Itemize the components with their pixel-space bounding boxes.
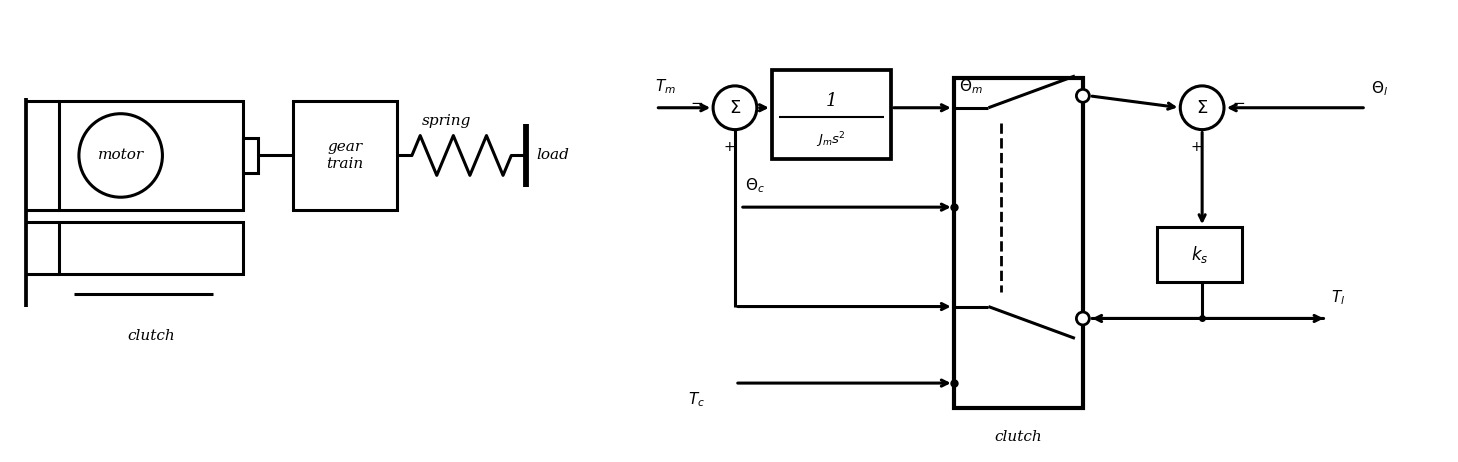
Bar xyxy=(771,70,891,159)
Text: load: load xyxy=(537,148,569,163)
Text: $\Theta_c$: $\Theta_c$ xyxy=(745,176,765,195)
Text: $J_m s^2$: $J_m s^2$ xyxy=(816,130,846,150)
Text: $T_c$: $T_c$ xyxy=(688,390,706,409)
Text: $\Sigma$: $\Sigma$ xyxy=(729,99,741,117)
Text: $\Theta_m$: $\Theta_m$ xyxy=(958,77,983,96)
Text: $\Theta_l$: $\Theta_l$ xyxy=(1371,79,1388,98)
Bar xyxy=(60,101,243,210)
Circle shape xyxy=(1181,86,1225,130)
Text: motor: motor xyxy=(98,148,144,163)
Bar xyxy=(243,138,258,173)
Text: clutch: clutch xyxy=(994,430,1042,444)
Bar xyxy=(60,222,243,274)
Bar xyxy=(954,78,1083,408)
Text: $\Sigma$: $\Sigma$ xyxy=(1196,99,1209,117)
Text: 1: 1 xyxy=(825,92,837,110)
Circle shape xyxy=(1076,89,1089,102)
Text: $T_l$: $T_l$ xyxy=(1331,288,1346,307)
Text: $k_s$: $k_s$ xyxy=(1191,244,1209,265)
Circle shape xyxy=(1076,312,1089,325)
Text: clutch: clutch xyxy=(127,329,175,343)
Circle shape xyxy=(713,86,757,130)
Text: $T_m$: $T_m$ xyxy=(656,77,677,96)
Text: gear
train: gear train xyxy=(327,140,363,170)
Text: +: + xyxy=(1190,140,1201,153)
Text: +: + xyxy=(723,140,735,153)
Text: −: − xyxy=(1232,96,1245,111)
Bar xyxy=(1158,227,1242,282)
Circle shape xyxy=(79,114,162,197)
Bar xyxy=(293,101,397,210)
Text: spring: spring xyxy=(421,114,471,128)
Text: −: − xyxy=(691,96,703,111)
